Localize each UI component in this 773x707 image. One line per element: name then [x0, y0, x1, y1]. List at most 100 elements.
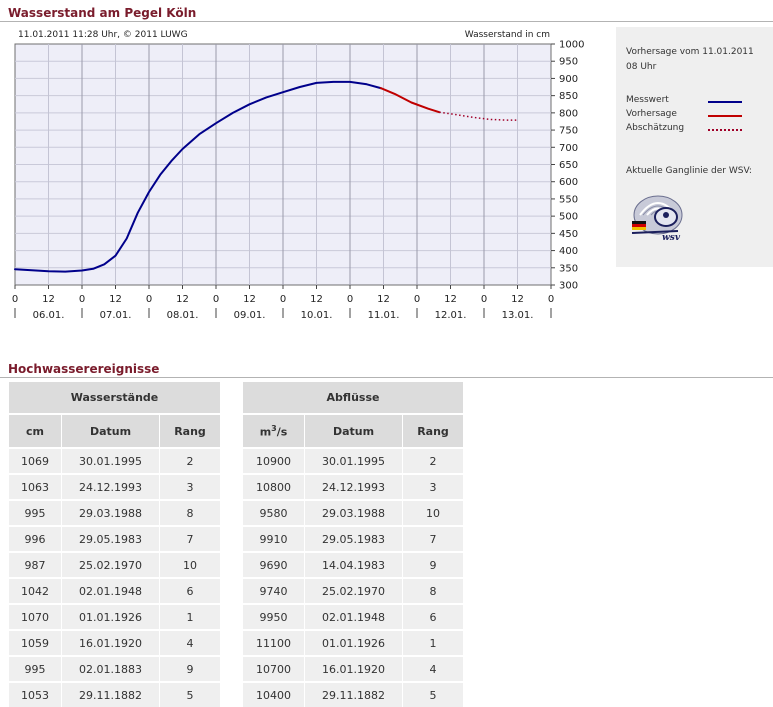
wsv-current-label: Aktuelle Ganglinie der WSV: [626, 166, 752, 176]
legend-swatch-abschaetzung [708, 129, 742, 131]
x-tick-label: 12 [42, 294, 55, 305]
table-cell: 25.02.1970 [61, 551, 159, 577]
table-cell: 4 [402, 655, 463, 681]
floods-divider [0, 377, 773, 378]
day-label: 11.01. [368, 310, 400, 321]
wsv-logo-icon[interactable]: wsv [626, 191, 686, 243]
x-tick-label: 0 [12, 294, 18, 305]
legend-swatch-vorhersage [708, 115, 742, 117]
table-cell: 7 [402, 525, 463, 551]
col-header-datum: Datum [304, 415, 402, 447]
day-label: 06.01. [33, 310, 65, 321]
x-tick-label: 12 [109, 294, 122, 305]
table-row: 10700 16.01.1920 4 [243, 655, 463, 681]
col-header-rang: Rang [402, 415, 463, 447]
table-cell: 1 [159, 603, 220, 629]
table-row: 996 29.05.1983 7 [9, 525, 220, 551]
y-tick-label: 700 [559, 143, 578, 154]
table-cell: 2 [402, 447, 463, 473]
table-cell: 1063 [9, 473, 61, 499]
x-tick-label: 0 [280, 294, 286, 305]
table-cell: 9580 [243, 499, 304, 525]
x-tick-label: 0 [146, 294, 152, 305]
table-cell: 9 [159, 655, 220, 681]
col-header-rang: Rang [159, 415, 220, 447]
table-cell: 1042 [9, 577, 61, 603]
table-cell: 5 [402, 681, 463, 707]
table-cell: 24.12.1993 [304, 473, 402, 499]
y-tick-label: 850 [559, 91, 578, 102]
table-cell: 3 [159, 473, 220, 499]
series-line-vorhersage [379, 87, 441, 114]
y-tick-label: 800 [559, 108, 578, 119]
x-tick-label: 0 [79, 294, 85, 305]
series-line-abschtzung [439, 111, 518, 121]
table-cell: 10 [159, 551, 220, 577]
chart-y-label: Wasserstand in cm [465, 30, 550, 40]
table-cell: 1059 [9, 629, 61, 655]
table-cell: 6 [159, 577, 220, 603]
table-row: 9950 02.01.1948 6 [243, 603, 463, 629]
table-cell: 30.01.1995 [61, 447, 159, 473]
water-levels-table: Wasserstände cm Datum Rang 1069 30.01.199… [9, 382, 220, 707]
table-cell: 29.03.1988 [304, 499, 402, 525]
title-divider [0, 21, 773, 22]
table-cell: 29.11.1882 [304, 681, 402, 707]
legend-panel: Vorhersage vom 11.01.2011 08 Uhr Messwer… [616, 27, 773, 267]
table-cell: 1053 [9, 681, 61, 707]
table-cell: 10400 [243, 681, 304, 707]
table-cell: 996 [9, 525, 61, 551]
col-header-datum: Datum [61, 415, 159, 447]
col-header-cm: cm [9, 415, 61, 447]
y-tick-label: 300 [559, 281, 578, 292]
table-cell: 5 [159, 681, 220, 707]
y-tick-label: 400 [559, 246, 578, 257]
day-label: 08.01. [167, 310, 199, 321]
table-row: 10900 30.01.1995 2 [243, 447, 463, 473]
table-cell: 9740 [243, 577, 304, 603]
y-tick-label: 950 [559, 57, 578, 68]
table-cell: 24.12.1993 [61, 473, 159, 499]
water-levels-group-header: Wasserstände [9, 382, 220, 415]
table-cell: 995 [9, 499, 61, 525]
table-row: 11100 01.01.1926 1 [243, 629, 463, 655]
day-label: 10.01. [301, 310, 333, 321]
chart-grid [15, 44, 551, 285]
x-tick-label: 0 [481, 294, 487, 305]
table-cell: 30.01.1995 [304, 447, 402, 473]
day-label: 13.01. [502, 310, 534, 321]
x-tick-label: 12 [310, 294, 323, 305]
day-label: 07.01. [100, 310, 132, 321]
legend-item-abschaetzung: Abschätzung [626, 123, 685, 133]
table-cell: 10800 [243, 473, 304, 499]
y-tick-label: 350 [559, 263, 578, 274]
table-row: 9740 25.02.1970 8 [243, 577, 463, 603]
table-row: 1053 29.11.1882 5 [9, 681, 220, 707]
table-cell: 1 [402, 629, 463, 655]
x-tick-label: 12 [176, 294, 189, 305]
table-row: 1070 01.01.1926 1 [9, 603, 220, 629]
chart-series [14, 80, 518, 273]
x-tick-label: 0 [548, 294, 554, 305]
y-tick-label: 450 [559, 229, 578, 240]
x-tick-label: 12 [377, 294, 390, 305]
y-tick-label: 600 [559, 177, 578, 188]
col-header-unit: m3/s [243, 415, 304, 447]
table-cell: 01.01.1926 [61, 603, 159, 629]
table-cell: 10900 [243, 447, 304, 473]
table-cell: 02.01.1883 [61, 655, 159, 681]
table-cell: 02.01.1948 [61, 577, 159, 603]
x-tick-label: 12 [444, 294, 457, 305]
series-line-messwert [14, 80, 382, 273]
table-row: 995 29.03.1988 8 [9, 499, 220, 525]
x-tick-label: 12 [243, 294, 256, 305]
table-cell: 9910 [243, 525, 304, 551]
table-cell: 1069 [9, 447, 61, 473]
legend-item-vorhersage: Vorhersage [626, 109, 677, 119]
table-cell: 8 [402, 577, 463, 603]
table-cell: 10700 [243, 655, 304, 681]
table-row: 9690 14.04.1983 9 [243, 551, 463, 577]
y-tick-label: 550 [559, 194, 578, 205]
table-row: 987 25.02.1970 10 [9, 551, 220, 577]
table-cell: 02.01.1948 [304, 603, 402, 629]
